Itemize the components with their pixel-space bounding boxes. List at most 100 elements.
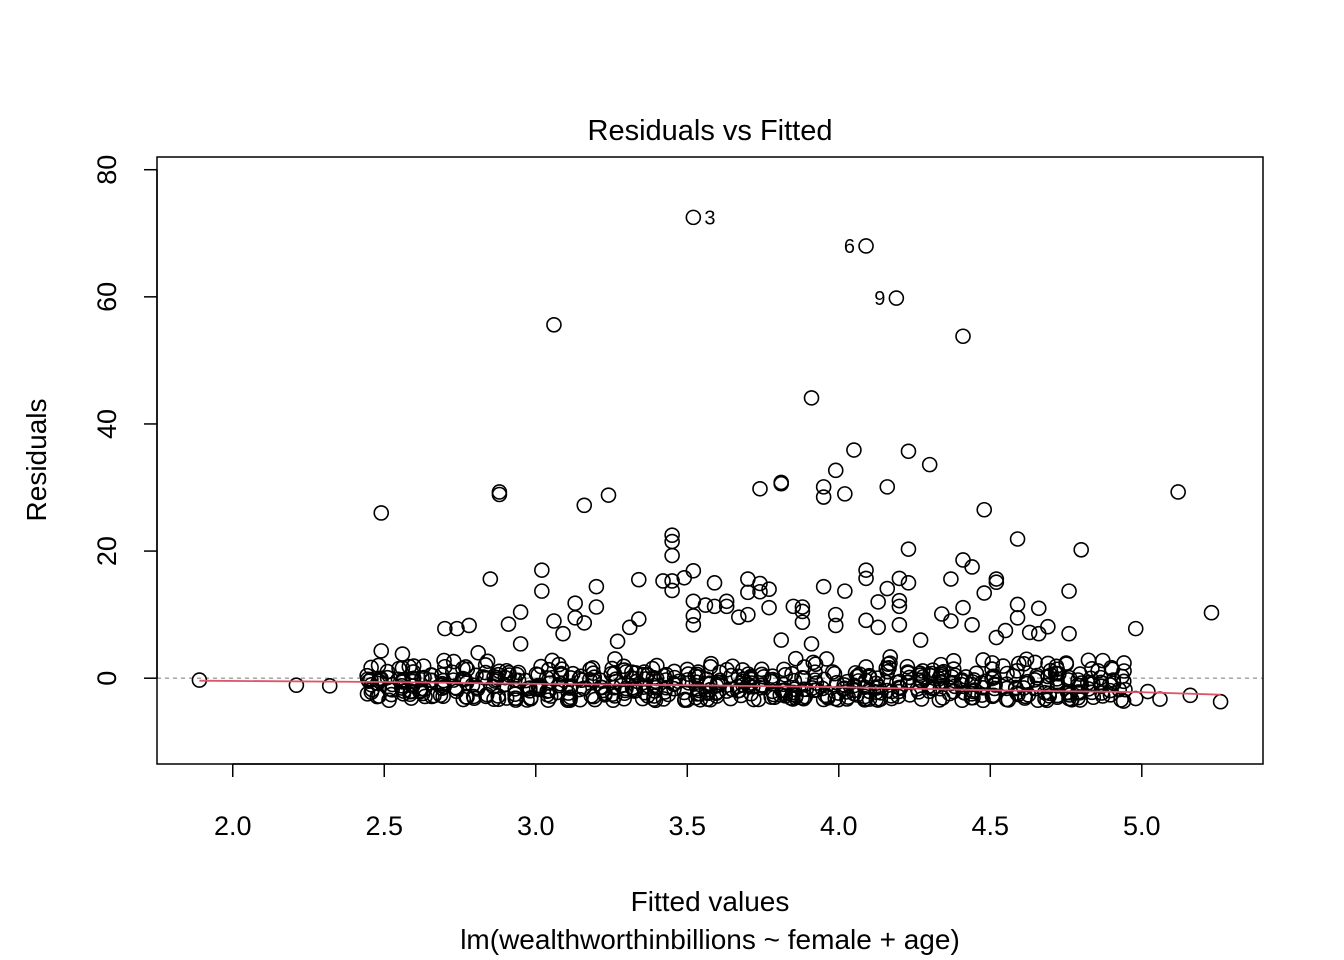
data-point xyxy=(436,652,452,669)
data-point xyxy=(777,667,794,683)
x-tick-label: 3.0 xyxy=(517,811,555,841)
data-point xyxy=(943,613,959,629)
data-point xyxy=(414,685,431,702)
data-point xyxy=(491,486,508,503)
data-point xyxy=(997,622,1014,639)
data-point xyxy=(553,667,570,683)
data-point xyxy=(482,571,499,587)
data-point xyxy=(616,690,632,707)
data-point xyxy=(706,575,723,591)
data-point xyxy=(455,660,471,677)
data-point xyxy=(501,667,517,683)
data-point xyxy=(943,675,959,692)
data-point xyxy=(913,691,930,707)
data-point xyxy=(891,598,908,615)
data-point xyxy=(417,688,433,705)
data-point xyxy=(523,689,539,706)
data-point xyxy=(803,390,820,406)
data-point xyxy=(567,595,583,611)
data-point xyxy=(879,663,896,680)
data-point xyxy=(576,615,593,631)
data-point xyxy=(943,571,959,587)
y-tick-label: 40 xyxy=(92,409,122,439)
data-point xyxy=(815,479,832,495)
data-point xyxy=(1030,625,1047,642)
y-axis: 0 20 40 60 80 xyxy=(92,155,158,686)
data-point xyxy=(827,617,844,634)
data-point xyxy=(900,443,917,460)
data-point xyxy=(1010,655,1027,672)
data-point xyxy=(582,661,598,678)
data-point xyxy=(584,660,601,676)
data-point xyxy=(546,613,562,629)
data-point xyxy=(761,599,777,616)
data-point xyxy=(509,666,525,683)
data-point xyxy=(921,683,938,699)
data-point xyxy=(1009,610,1026,626)
data-point xyxy=(818,651,835,667)
data-point xyxy=(816,671,833,688)
x-axis-subtitle: lm(wealthworthinbillions ~ female + age) xyxy=(460,924,960,955)
data-point xyxy=(964,617,980,633)
data-point xyxy=(288,677,305,693)
data-point xyxy=(685,562,702,579)
data-point xyxy=(787,650,804,667)
data-point xyxy=(554,661,570,678)
data-point xyxy=(559,692,576,709)
data-point xyxy=(968,665,985,682)
data-point xyxy=(621,619,638,636)
data-point xyxy=(879,479,896,495)
x-tick-label: 3.5 xyxy=(669,811,707,841)
data-point xyxy=(617,682,633,699)
data-point xyxy=(775,676,792,693)
data-point xyxy=(815,489,832,505)
y-tick-label: 20 xyxy=(92,536,122,566)
data-point xyxy=(934,606,950,622)
data-point xyxy=(455,691,472,708)
data-point xyxy=(870,619,886,636)
x-tick-label: 4.0 xyxy=(820,811,858,841)
data-point xyxy=(567,610,583,626)
data-point xyxy=(761,581,777,598)
data-point xyxy=(500,616,517,632)
data-point xyxy=(658,679,674,696)
data-point xyxy=(676,692,693,708)
data-point xyxy=(582,671,598,688)
data-point xyxy=(381,692,397,709)
data-point xyxy=(655,691,672,707)
data-point xyxy=(773,474,790,491)
data-point xyxy=(437,658,453,675)
data-point xyxy=(1040,655,1056,672)
data-point xyxy=(1115,693,1132,709)
data-point xyxy=(984,661,1000,677)
data-point xyxy=(964,559,980,575)
data-point xyxy=(740,606,756,623)
data-point xyxy=(1127,620,1144,637)
data-point xyxy=(752,575,768,592)
data-point xyxy=(891,683,907,700)
data-point xyxy=(955,328,971,345)
data-point xyxy=(846,442,862,458)
data-point xyxy=(879,580,896,597)
data-point xyxy=(588,578,605,595)
data-point xyxy=(815,578,832,595)
data-point xyxy=(849,668,865,685)
chart-title: Residuals vs Fitted xyxy=(588,115,833,147)
data-point xyxy=(415,658,432,674)
data-point xyxy=(373,505,390,521)
x-axis-title: Fitted values xyxy=(631,886,790,917)
data-point xyxy=(630,611,647,627)
data-point xyxy=(470,644,486,661)
data-point xyxy=(995,658,1011,674)
data-point xyxy=(477,657,494,673)
data-point xyxy=(1116,655,1132,671)
data-point xyxy=(976,501,993,518)
data-point xyxy=(576,497,593,514)
data-point xyxy=(457,659,474,675)
data-point xyxy=(449,620,465,637)
data-point xyxy=(571,681,588,698)
data-point xyxy=(755,669,772,685)
labeled-data-point xyxy=(685,209,702,226)
data-point xyxy=(965,683,982,700)
data-point xyxy=(1018,651,1035,668)
